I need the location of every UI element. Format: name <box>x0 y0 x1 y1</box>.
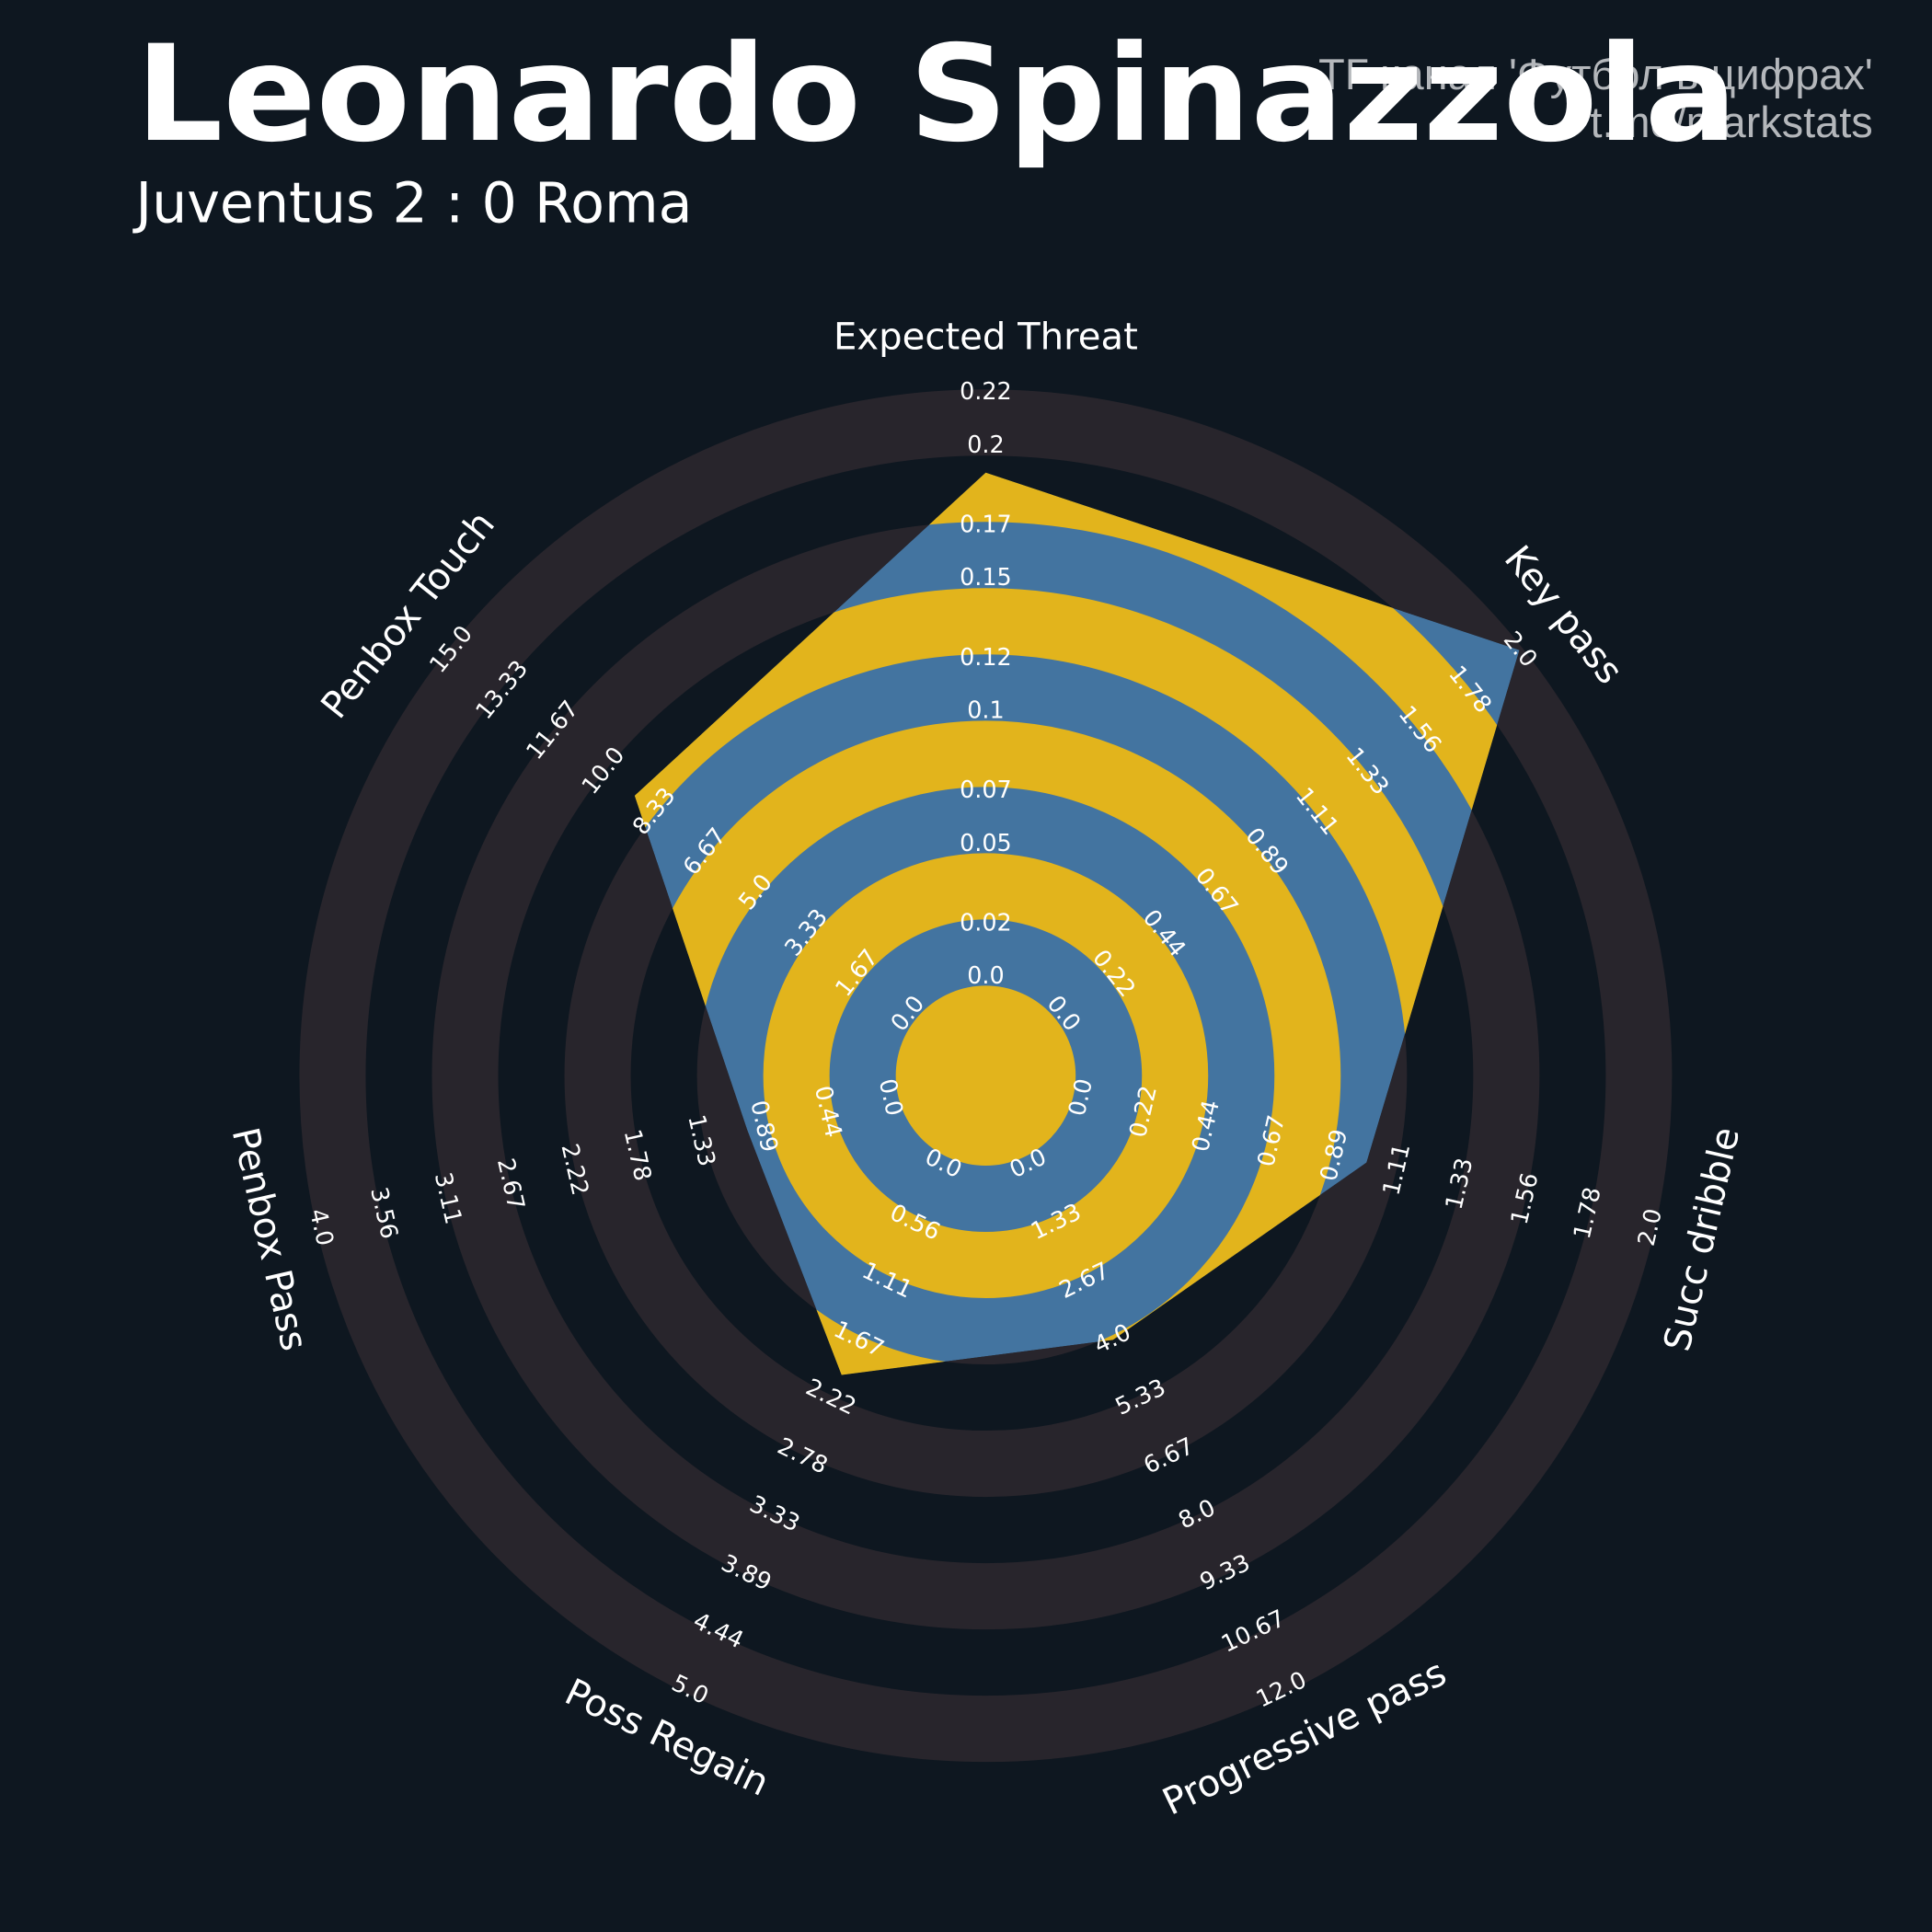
tick-label: 0.12 <box>960 643 1012 671</box>
tick-label: 0.1 <box>967 696 1004 723</box>
ring <box>634 472 1520 1375</box>
ring <box>895 985 1076 1166</box>
axis-label: Expected Threat <box>834 316 1138 358</box>
tick-label: 0.22 <box>960 377 1012 405</box>
credit-line: ТГ канал 'Футбол в цифрах' <box>1318 51 1873 98</box>
tick-label: 0.05 <box>960 829 1012 857</box>
tick-label: 0.15 <box>960 563 1012 591</box>
tick-label: 0.02 <box>960 908 1012 936</box>
tick-label: 0.07 <box>960 776 1012 803</box>
tick-label: 0.2 <box>967 431 1004 458</box>
tick-label: 0.17 <box>960 511 1012 538</box>
tick-label: 0.0 <box>967 961 1004 989</box>
ring <box>299 389 1673 1763</box>
ring <box>763 853 1209 1299</box>
credit-line: t.me/markstats <box>1590 98 1872 146</box>
chart-subtitle: Juventus 2 : 0 Roma <box>132 172 692 236</box>
chart-title: Leonardo Spinazzola <box>135 17 1737 172</box>
